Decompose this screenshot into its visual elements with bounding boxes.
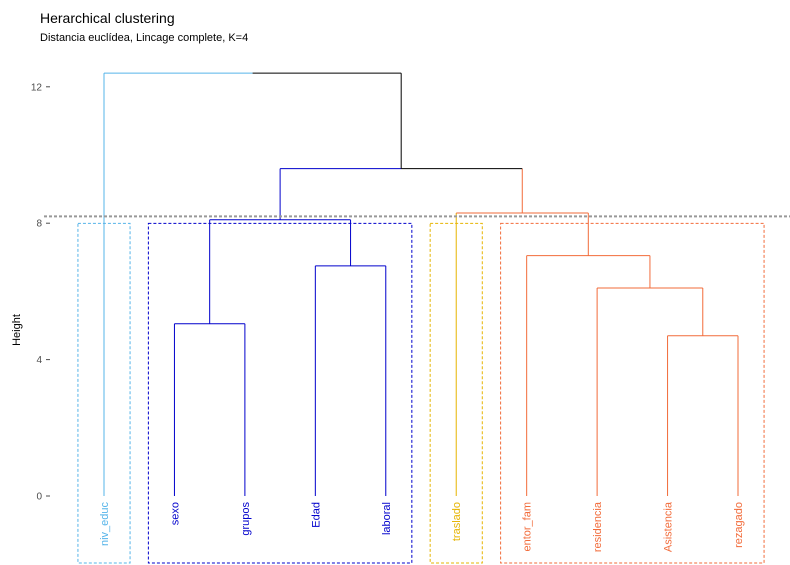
- y-tick-label: 12: [31, 82, 43, 93]
- leaf-label: traslado: [451, 502, 463, 541]
- leaf-label: niv_educ: [99, 502, 111, 547]
- cluster-box: [500, 222, 765, 564]
- leaf-label: Asistencia: [663, 501, 675, 552]
- leaf-labels: niv_educ sexo grupos Edad laboral traslado ent…: [99, 501, 745, 552]
- y-tick-label: 4: [36, 355, 42, 366]
- leaf-label: sexo: [169, 502, 181, 525]
- y-tick-label: 8: [36, 219, 42, 230]
- cluster-box: [147, 222, 413, 564]
- y-axis: 0 4 8 12: [31, 82, 50, 503]
- leaf-label: entor_fam: [522, 502, 534, 552]
- leaf-label: laboral: [381, 502, 393, 535]
- dendrogram-links: [103, 72, 739, 496]
- y-tick-label: 0: [36, 492, 42, 503]
- leaf-label: grupos: [240, 502, 252, 536]
- chart-title: Herarchical clustering: [40, 10, 175, 26]
- leaf-label: Edad: [310, 502, 322, 528]
- y-axis-label: Height: [11, 314, 23, 346]
- leaf-label: residencia: [592, 501, 604, 552]
- chart-subtitle: Distancia euclídea, Lincage complete, K=…: [40, 32, 249, 44]
- leaf-label: rezagado: [733, 502, 745, 548]
